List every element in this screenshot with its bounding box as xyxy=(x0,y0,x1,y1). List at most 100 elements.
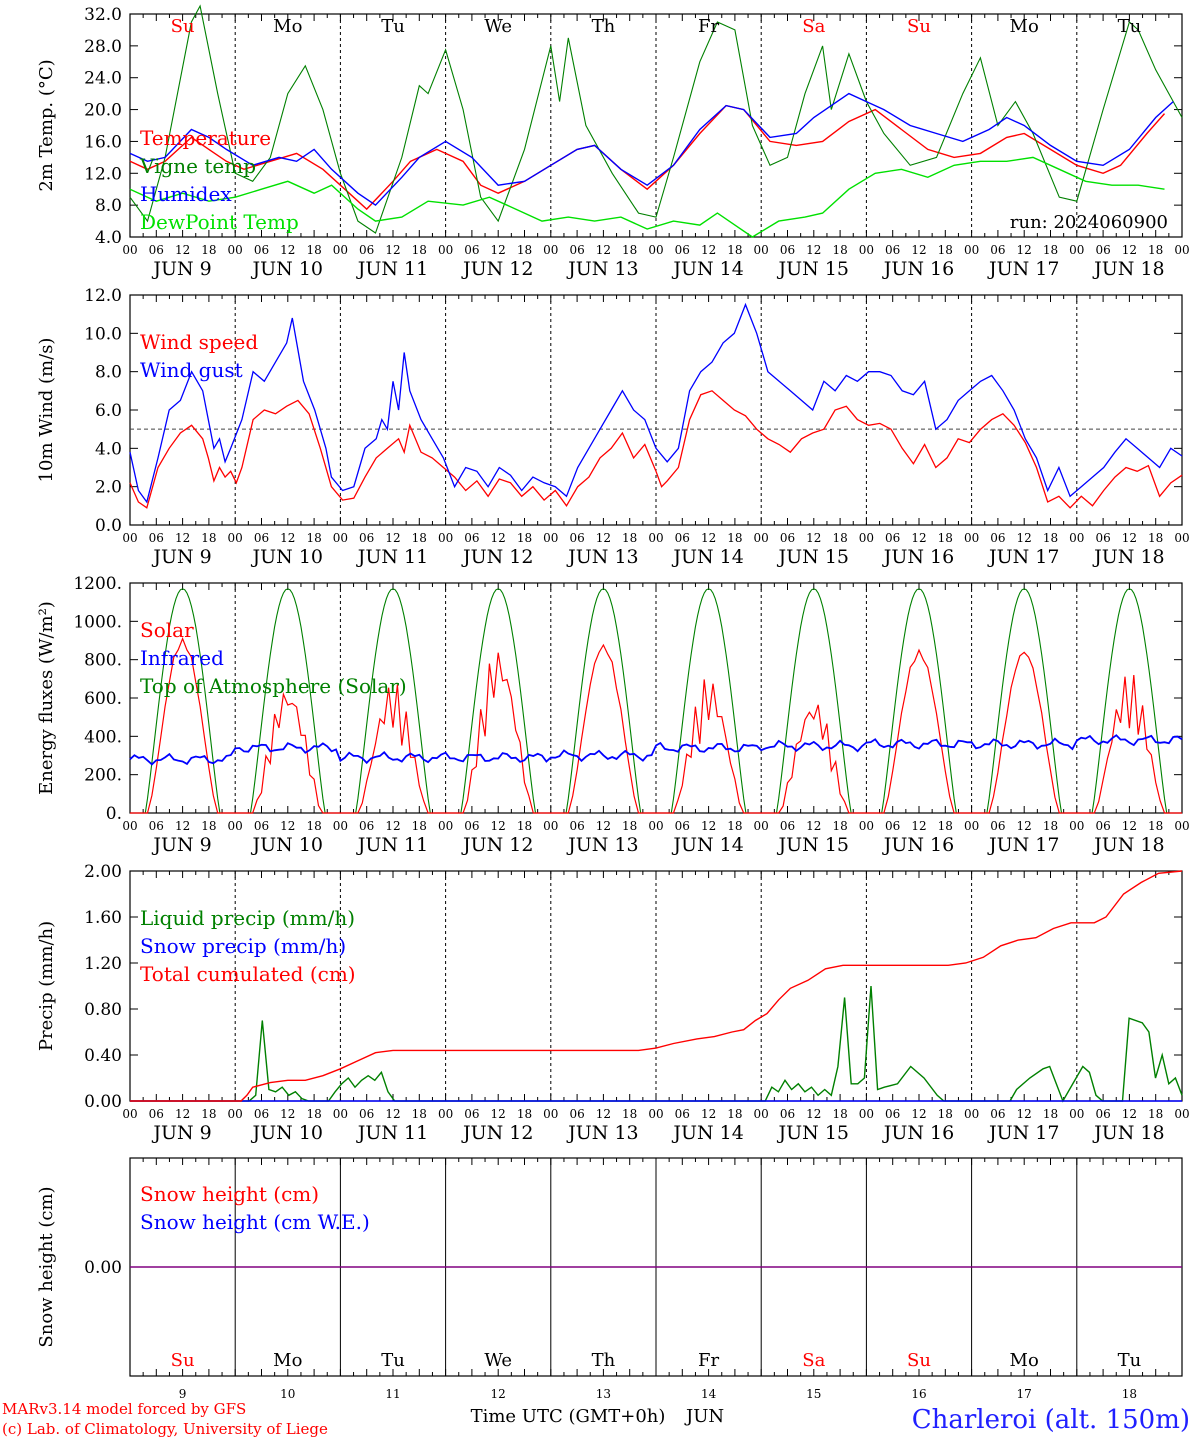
y-tick-label: 10.0 xyxy=(84,324,122,344)
series-wind-speed xyxy=(129,390,1183,509)
hour-label: 18 xyxy=(517,1107,532,1121)
date-label: JUN 9 xyxy=(151,258,211,280)
hour-label: 12 xyxy=(1122,819,1137,833)
run-annotation: run: 2024060900 xyxy=(1010,212,1168,233)
y-tick-label: 0.80 xyxy=(84,1000,122,1020)
hour-label: 18 xyxy=(622,819,637,833)
day-number-label: 9 xyxy=(179,1387,187,1401)
date-label: JUN 14 xyxy=(671,1122,743,1144)
hour-label: 18 xyxy=(1148,1107,1163,1121)
hour-label: 18 xyxy=(1148,243,1163,257)
day-name-label: Th xyxy=(592,1350,616,1371)
hour-label: 06 xyxy=(464,1107,479,1121)
y-tick-label: 600. xyxy=(84,689,122,709)
day-number-label: 13 xyxy=(596,1387,611,1401)
panels: 32.0 28.0 24.0 20.0 16.0 12.0 8.0 4.0 2m Temp. (… xyxy=(36,4,1190,1401)
y-tick-label: 32.0 xyxy=(84,5,122,25)
y-tick-label: 0.00 xyxy=(84,1258,122,1278)
date-label: JUN 13 xyxy=(566,834,638,856)
credit-lab: (c) Lab. of Climatology, University of L… xyxy=(2,1420,328,1438)
day-number-label: 16 xyxy=(911,1387,926,1401)
day-number-label: 14 xyxy=(701,1387,717,1401)
y-tick-label: 0. xyxy=(106,804,122,824)
hour-label: 00 xyxy=(122,243,137,257)
hour-label: 12 xyxy=(175,819,190,833)
hour-label: 06 xyxy=(569,1107,584,1121)
y-tick-label: 8.0 xyxy=(95,196,122,216)
legend-entry: DewPoint Temp xyxy=(140,210,299,234)
date-label: JUN 10 xyxy=(251,258,323,280)
date-label: JUN 12 xyxy=(461,1122,533,1144)
legend-entry: Snow precip (mm/h) xyxy=(140,934,346,958)
date-label: JUN 11 xyxy=(356,546,428,568)
hour-label: 06 xyxy=(990,531,1005,545)
hour-label: 12 xyxy=(1017,1107,1032,1121)
hour-label: 06 xyxy=(780,1107,795,1121)
hour-label: 06 xyxy=(359,531,374,545)
date-label: JUN 13 xyxy=(566,546,638,568)
day-name-label: Mo xyxy=(273,1350,302,1371)
hour-label: 12 xyxy=(385,243,400,257)
hour-label: 12 xyxy=(1122,243,1137,257)
hour-label: 18 xyxy=(1043,1107,1058,1121)
date-label: JUN 18 xyxy=(1092,546,1164,568)
hour-label: 00 xyxy=(333,1107,348,1121)
x-axis-label: Time UTC (GMT+0h) xyxy=(471,1406,666,1427)
month-label: JUN xyxy=(684,1406,724,1427)
hour-label: 06 xyxy=(990,1107,1005,1121)
hour-label: 12 xyxy=(911,243,926,257)
hour-label: 18 xyxy=(938,243,953,257)
hour-label: 06 xyxy=(464,819,479,833)
hour-label: 18 xyxy=(201,531,216,545)
hour-label: 18 xyxy=(1148,819,1163,833)
date-label: JUN 12 xyxy=(461,546,533,568)
day-name-label: Su xyxy=(907,1350,931,1371)
date-label: JUN 10 xyxy=(251,834,323,856)
y-tick-label: 28.0 xyxy=(84,37,122,57)
hour-label: 00 xyxy=(228,819,243,833)
date-label: JUN 16 xyxy=(882,834,954,856)
series-infrared xyxy=(129,734,1183,766)
legend-entry: Total cumulated (cm) xyxy=(140,962,356,986)
day-name-label: Tu xyxy=(1118,16,1142,37)
hour-label: 00 xyxy=(1069,1107,1084,1121)
hour-label: 18 xyxy=(832,819,847,833)
hour-label: 12 xyxy=(911,1107,926,1121)
hour-label: 06 xyxy=(1095,531,1110,545)
hour-label: 00 xyxy=(754,243,769,257)
date-label: JUN 12 xyxy=(461,834,533,856)
hour-label: 06 xyxy=(569,531,584,545)
hour-label: 00 xyxy=(964,819,979,833)
y-tick-label: 2.0 xyxy=(95,478,122,498)
hour-label: 18 xyxy=(412,1107,427,1121)
hour-label: 06 xyxy=(675,531,690,545)
day-number-label: 15 xyxy=(806,1387,821,1401)
y-tick-label: 8.0 xyxy=(95,363,122,383)
legend-entry: Temperature xyxy=(140,126,271,150)
day-name-label: Sa xyxy=(802,1350,825,1371)
hour-label: 06 xyxy=(254,1107,269,1121)
date-label: JUN 15 xyxy=(777,834,849,856)
hour-label: 06 xyxy=(675,1107,690,1121)
y-tick-label: 4.0 xyxy=(95,439,122,459)
hour-label: 00 xyxy=(964,243,979,257)
hour-label: 00 xyxy=(122,531,137,545)
date-label: JUN 15 xyxy=(777,1122,849,1144)
y-tick-label: 0.40 xyxy=(84,1046,122,1066)
hour-label: 12 xyxy=(175,531,190,545)
hour-label: 00 xyxy=(1174,531,1189,545)
hour-label: 12 xyxy=(491,531,506,545)
series-solar xyxy=(130,636,1182,814)
hour-label: 18 xyxy=(306,1107,321,1121)
day-name-label: Mo xyxy=(1010,1350,1039,1371)
legend-entry: Vigne temp xyxy=(139,154,256,178)
y-tick-label: 1.20 xyxy=(84,954,122,974)
day-number-label: 17 xyxy=(1017,1387,1032,1401)
hour-label: 00 xyxy=(438,1107,453,1121)
hour-label: 00 xyxy=(228,1107,243,1121)
hour-label: 06 xyxy=(149,819,164,833)
y-tick-label: 24.0 xyxy=(84,69,122,89)
y-axis-label: 10m Wind (m/s) xyxy=(36,338,57,483)
hour-label: 12 xyxy=(596,1107,611,1121)
